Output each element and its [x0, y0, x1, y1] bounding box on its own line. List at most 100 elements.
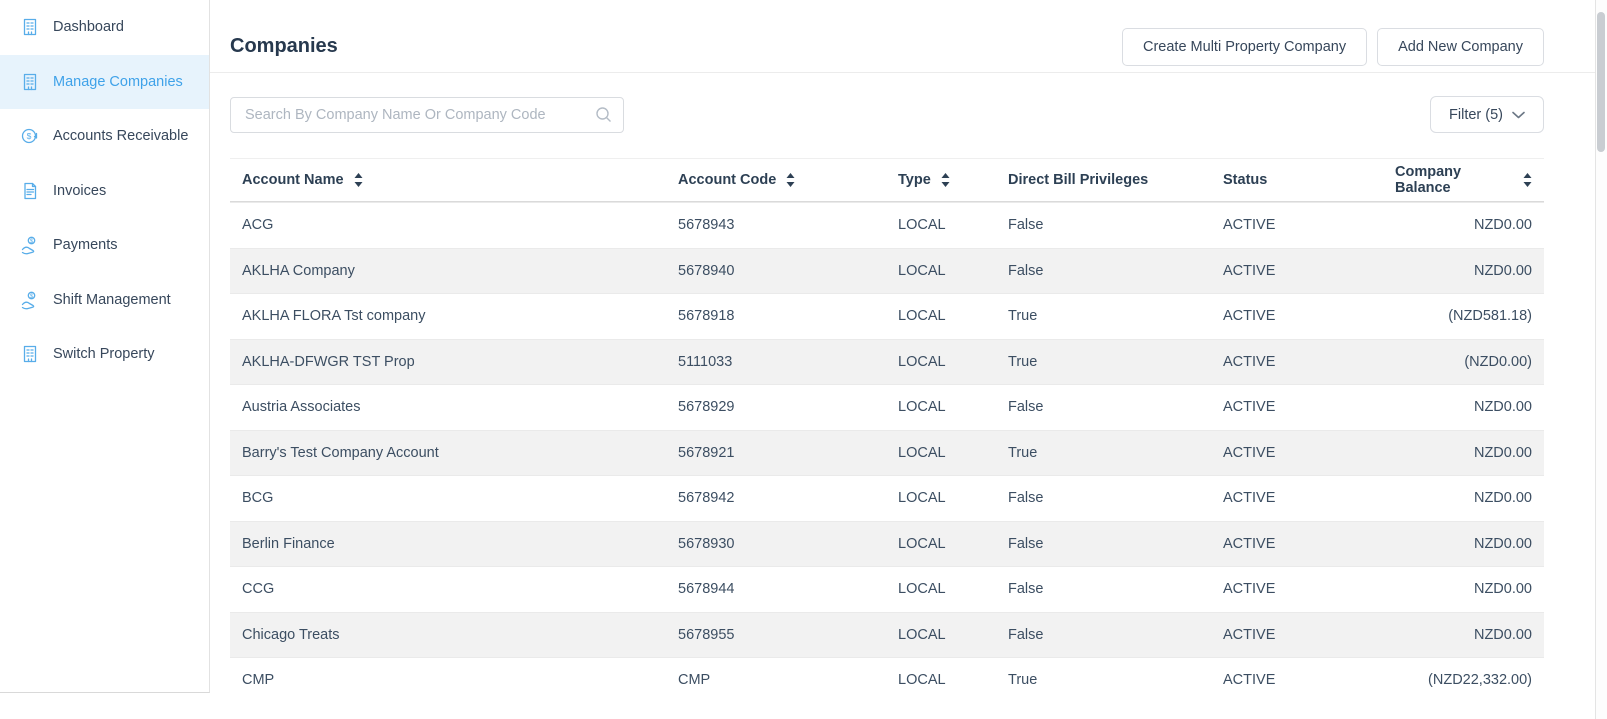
- cell-account-name: AKLHA Company: [242, 262, 355, 279]
- column-header-type[interactable]: Type: [886, 172, 996, 188]
- cell-company-balance: NZD0.00: [1473, 581, 1532, 598]
- cell-account-code: CMP: [678, 672, 711, 689]
- cell-direct-bill-privileges: False: [1008, 626, 1044, 643]
- column-header-status: Status: [1223, 172, 1268, 188]
- search-box: [230, 96, 624, 133]
- column-header-account-code[interactable]: Account Code: [666, 172, 886, 188]
- filter-button[interactable]: Filter (5): [1430, 96, 1544, 133]
- sidebar-item-invoices[interactable]: Invoices: [0, 164, 209, 219]
- cell-status: ACTIVE: [1223, 626, 1276, 643]
- cell-company-balance: NZD0.00: [1473, 535, 1532, 552]
- cell-direct-bill-privileges: False: [1008, 262, 1044, 279]
- table-row[interactable]: Austria Associates 5678929 LOCAL False A…: [230, 384, 1544, 430]
- hand-coin-icon: $: [20, 290, 40, 310]
- table-row[interactable]: CMP CMP LOCAL True ACTIVE (NZD22,332.00): [230, 657, 1544, 703]
- create-multi-property-company-button[interactable]: Create Multi Property Company: [1122, 27, 1368, 66]
- cell-direct-bill-privileges: False: [1008, 535, 1044, 552]
- cell-account-name: ACG: [242, 217, 274, 234]
- table-row[interactable]: Berlin Finance 5678930 LOCAL False ACTIV…: [230, 520, 1544, 566]
- cell-direct-bill-privileges: True: [1008, 353, 1038, 370]
- cell-account-name: CMP: [242, 672, 275, 689]
- sidebar-item-dashboard[interactable]: Dashboard: [0, 0, 209, 55]
- cell-company-balance: (NZD22,332.00): [1428, 672, 1532, 689]
- sidebar-item-manage-companies[interactable]: Manage Companies: [0, 54, 209, 109]
- sidebar: Dashboard Manage Companies $ Accounts Re…: [0, 0, 210, 693]
- header-divider: [210, 72, 1607, 73]
- cell-account-code: 5678940: [678, 262, 735, 279]
- sidebar-item-accounts-receivable[interactable]: $ Accounts Receivable: [0, 109, 209, 164]
- cell-account-name: Berlin Finance: [242, 535, 335, 552]
- cell-account-name: AKLHA FLORA Tst company: [242, 308, 426, 325]
- table-row[interactable]: AKLHA Company 5678940 LOCAL False ACTIVE…: [230, 247, 1544, 293]
- add-new-company-button[interactable]: Add New Company: [1377, 27, 1544, 66]
- search-input[interactable]: [230, 96, 624, 133]
- scrollbar-thumb[interactable]: [1597, 12, 1605, 152]
- cell-company-balance: NZD0.00: [1473, 262, 1532, 279]
- cell-company-balance: NZD0.00: [1473, 399, 1532, 416]
- cell-type: LOCAL: [898, 535, 946, 552]
- cell-status: ACTIVE: [1223, 308, 1276, 325]
- svg-text:$: $: [30, 239, 34, 245]
- building-icon: [20, 344, 40, 364]
- sort-icon[interactable]: [941, 173, 950, 187]
- cell-status: ACTIVE: [1223, 581, 1276, 598]
- cell-status: ACTIVE: [1223, 672, 1276, 689]
- cell-company-balance: NZD0.00: [1473, 444, 1532, 461]
- svg-text:$: $: [27, 131, 32, 141]
- sidebar-item-label: Payments: [53, 237, 118, 254]
- cell-type: LOCAL: [898, 308, 946, 325]
- page-header: Companies Create Multi Property Company …: [230, 0, 1544, 72]
- cell-direct-bill-privileges: True: [1008, 444, 1038, 461]
- cell-type: LOCAL: [898, 217, 946, 234]
- companies-table: Account Name Account Code Type Direct Bi…: [230, 158, 1544, 703]
- header-buttons: Create Multi Property Company Add New Co…: [1122, 27, 1544, 66]
- table-row[interactable]: ACG 5678943 LOCAL False ACTIVE NZD0.00: [230, 202, 1544, 248]
- cell-status: ACTIVE: [1223, 262, 1276, 279]
- cell-account-code: 5678943: [678, 217, 735, 234]
- cell-company-balance: (NZD581.18): [1448, 308, 1532, 325]
- hand-coin-icon: $: [20, 235, 40, 255]
- cell-account-code: 5678918: [678, 308, 735, 325]
- cell-status: ACTIVE: [1223, 444, 1276, 461]
- cell-direct-bill-privileges: False: [1008, 581, 1044, 598]
- sidebar-item-switch-property[interactable]: Switch Property: [0, 327, 209, 382]
- sidebar-item-label: Shift Management: [53, 291, 171, 308]
- cell-type: LOCAL: [898, 399, 946, 416]
- table-row[interactable]: Chicago Treats 5678955 LOCAL False ACTIV…: [230, 611, 1544, 657]
- column-header-company-balance[interactable]: Company Balance: [1383, 164, 1544, 196]
- cell-direct-bill-privileges: True: [1008, 308, 1038, 325]
- sidebar-item-payments[interactable]: $ Payments: [0, 218, 209, 273]
- cell-status: ACTIVE: [1223, 353, 1276, 370]
- cell-account-code: 5678955: [678, 626, 735, 643]
- table-row[interactable]: BCG 5678942 LOCAL False ACTIVE NZD0.00: [230, 475, 1544, 521]
- cell-account-name: AKLHA-DFWGR TST Prop: [242, 353, 415, 370]
- sort-icon[interactable]: [786, 173, 795, 187]
- sidebar-item-label: Accounts Receivable: [53, 128, 189, 145]
- column-header-account-name[interactable]: Account Name: [230, 172, 666, 188]
- cell-type: LOCAL: [898, 490, 946, 507]
- cell-direct-bill-privileges: False: [1008, 217, 1044, 234]
- table-row[interactable]: CCG 5678944 LOCAL False ACTIVE NZD0.00: [230, 566, 1544, 612]
- sidebar-item-shift-management[interactable]: $ Shift Management: [0, 273, 209, 328]
- table-row[interactable]: Barry's Test Company Account 5678921 LOC…: [230, 429, 1544, 475]
- cell-type: LOCAL: [898, 626, 946, 643]
- filter-label: Filter (5): [1449, 106, 1503, 123]
- sort-icon[interactable]: [354, 173, 363, 187]
- cell-account-code: 5111033: [678, 353, 733, 370]
- cell-company-balance: (NZD0.00): [1464, 353, 1532, 370]
- cell-type: LOCAL: [898, 581, 946, 598]
- sidebar-item-label: Dashboard: [53, 19, 124, 36]
- column-header-direct-bill-privileges: Direct Bill Privileges: [1008, 172, 1149, 188]
- table-row[interactable]: AKLHA-DFWGR TST Prop 5111033 LOCAL True …: [230, 338, 1544, 384]
- cell-type: LOCAL: [898, 444, 946, 461]
- toolbar: Filter (5): [230, 96, 1544, 133]
- cell-company-balance: NZD0.00: [1473, 490, 1532, 507]
- dollar-circle-icon: $: [20, 126, 40, 146]
- cell-status: ACTIVE: [1223, 490, 1276, 507]
- cell-status: ACTIVE: [1223, 535, 1276, 552]
- chevron-down-icon: [1512, 107, 1525, 123]
- table-row[interactable]: AKLHA FLORA Tst company 5678918 LOCAL Tr…: [230, 293, 1544, 339]
- scrollbar[interactable]: [1595, 0, 1607, 719]
- sort-icon[interactable]: [1523, 173, 1532, 187]
- sidebar-item-label: Switch Property: [53, 346, 155, 363]
